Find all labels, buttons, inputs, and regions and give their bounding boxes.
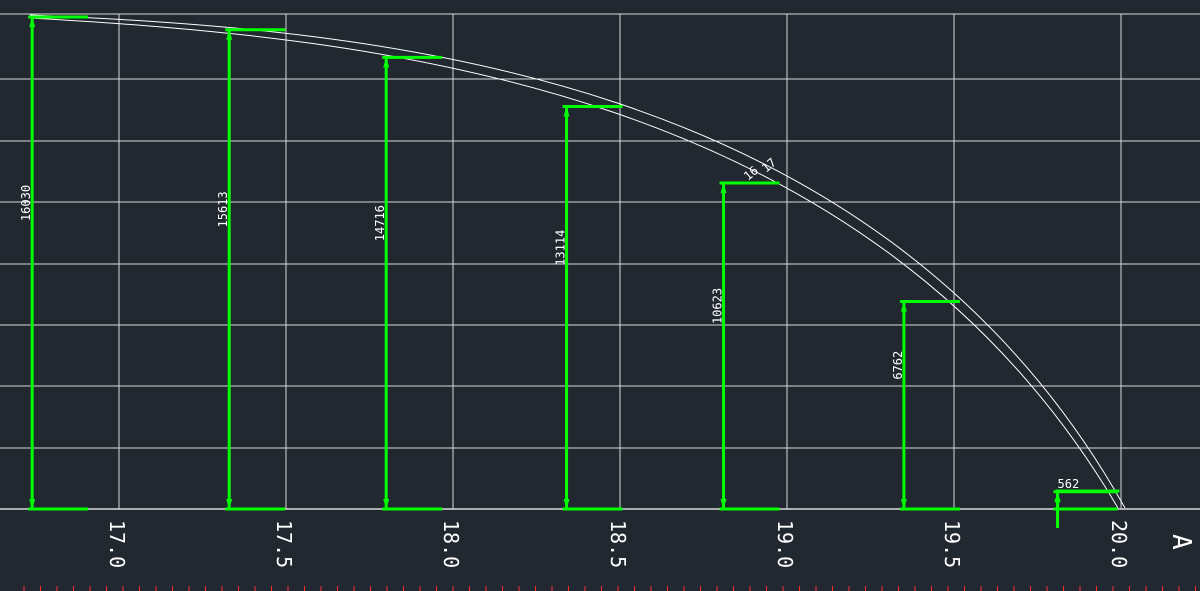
dimension-arrow-top bbox=[900, 301, 907, 312]
dimension-arrow-bottom bbox=[720, 499, 727, 509]
bottom-ruler bbox=[23, 586, 1196, 591]
dimension-label: 562 bbox=[1058, 477, 1080, 491]
dimension-label: 14716 bbox=[373, 205, 387, 241]
dimension-16030: 16030 bbox=[19, 15, 89, 511]
dimension-arrow-bottom bbox=[383, 499, 390, 509]
x-tick-label: 17.0 bbox=[105, 520, 129, 568]
grid-lines bbox=[0, 13, 1200, 510]
axis-marker-a: A bbox=[1166, 534, 1196, 550]
arc-outlines bbox=[29, 14, 1126, 509]
x-tick-label: 18.5 bbox=[606, 520, 630, 568]
dimension-arrow-top bbox=[29, 17, 36, 27]
inner-arc bbox=[29, 17, 1119, 509]
dimension-label: 6762 bbox=[891, 351, 905, 380]
dimension-label: 10623 bbox=[711, 288, 725, 324]
dimension-562: 562 bbox=[1053, 477, 1120, 528]
dimension-arrow-bottom bbox=[29, 499, 36, 509]
dimension-14716: 14716 bbox=[373, 55, 443, 511]
x-tick-label: 19.5 bbox=[940, 520, 964, 568]
dimension-15613: 15613 bbox=[216, 28, 286, 511]
x-tick-label: 17.5 bbox=[272, 520, 296, 568]
dimension-arrow-top bbox=[383, 57, 390, 68]
dimension-arrow-bottom bbox=[563, 499, 570, 509]
dimension-arrow-top bbox=[226, 29, 233, 40]
dimension-arrow-bottom bbox=[900, 499, 907, 509]
x-tick-label: 20.0 bbox=[1107, 520, 1131, 568]
dimension-lines: 16030 15613 14716 13114 10623 6762 562 bbox=[19, 15, 1120, 528]
outer-arc bbox=[29, 14, 1126, 509]
dimension-arrow-top bbox=[720, 182, 727, 193]
x-tick-labels: 17.0 17.5 18.0 18.5 19.0 19.5 20.0 bbox=[105, 520, 1131, 568]
dimension-13114: 13114 bbox=[554, 104, 623, 511]
dimension-arrow-bottom bbox=[226, 499, 233, 509]
x-tick-label: 18.0 bbox=[439, 520, 463, 568]
dimension-10623: 10623 bbox=[711, 181, 780, 511]
dimension-label: 15613 bbox=[216, 191, 230, 227]
dimension-arrow-top bbox=[563, 106, 570, 117]
x-tick-label: 19.0 bbox=[773, 520, 797, 568]
dimension-6762: 6762 bbox=[891, 299, 960, 511]
dimension-label: 13114 bbox=[554, 230, 568, 266]
dimension-label: 16030 bbox=[19, 185, 33, 221]
